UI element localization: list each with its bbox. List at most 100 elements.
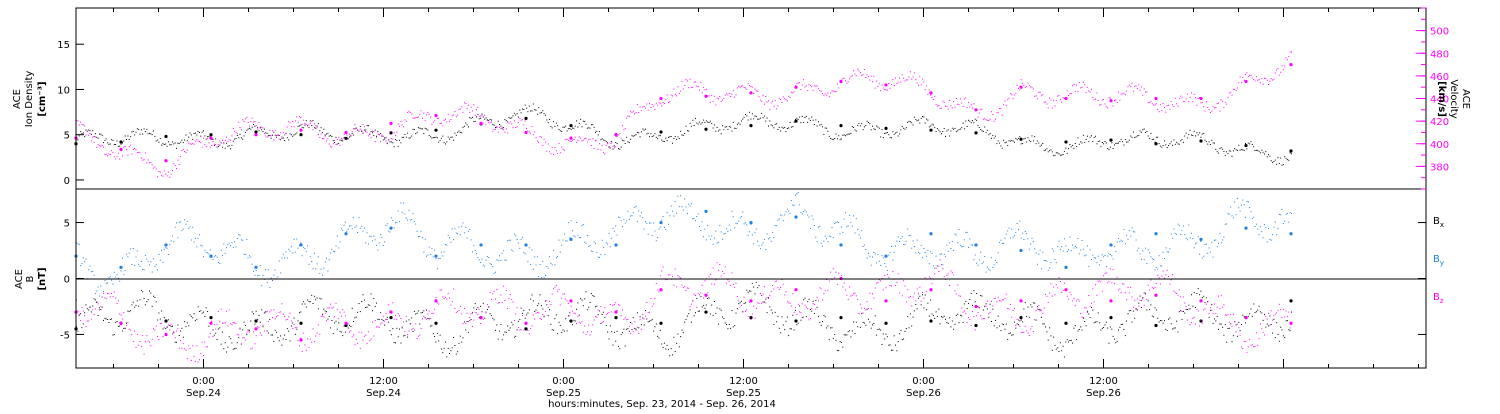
density-sample xyxy=(876,125,878,127)
bx-sample xyxy=(197,306,199,308)
velocity-sample xyxy=(78,124,80,126)
density-sample xyxy=(627,141,629,143)
bz-sample xyxy=(526,322,528,324)
bx-sample xyxy=(1180,310,1182,312)
by-sample xyxy=(1035,252,1037,254)
bx-sample xyxy=(1153,316,1155,318)
bx-sample xyxy=(505,331,507,333)
velocity-sample xyxy=(293,126,295,128)
density-sample xyxy=(516,113,518,115)
density-sample xyxy=(815,119,817,121)
velocity-sample xyxy=(689,78,691,80)
by-sample xyxy=(684,198,686,200)
bz-sample xyxy=(136,334,138,335)
velocity-sample xyxy=(1057,95,1059,97)
density-sample xyxy=(416,132,418,134)
bz-sample xyxy=(296,326,298,328)
velocity-sample xyxy=(749,85,750,87)
density-sample xyxy=(1103,143,1105,145)
velocity-sample xyxy=(1249,74,1251,76)
density-sample xyxy=(865,124,867,126)
by-sample xyxy=(500,259,502,261)
bz-sample xyxy=(981,318,983,320)
by-sample xyxy=(869,255,871,257)
velocity-sample xyxy=(1291,51,1292,53)
density-sample xyxy=(781,126,783,128)
bz-sample xyxy=(276,316,277,318)
velocity-sample xyxy=(496,127,498,128)
velocity-sample xyxy=(900,81,902,83)
bz-sample xyxy=(1151,286,1153,288)
bz-sample xyxy=(976,315,978,317)
by-sample xyxy=(226,247,227,249)
bx-sample xyxy=(209,316,211,318)
bz-sample xyxy=(86,320,88,322)
velocity-sample xyxy=(1008,97,1010,99)
density-sample xyxy=(238,137,240,139)
density-sample xyxy=(915,119,917,121)
bx-sample xyxy=(1145,293,1146,295)
velocity-sample xyxy=(681,81,683,83)
velocity-sample xyxy=(576,142,578,144)
density-sample xyxy=(396,140,398,142)
by-sample xyxy=(109,275,111,277)
density-sample xyxy=(82,132,84,134)
velocity-sample xyxy=(972,107,973,109)
bz-point xyxy=(1064,288,1068,292)
by-sample xyxy=(807,214,809,216)
bx-sample xyxy=(472,312,473,314)
bz-sample xyxy=(359,347,361,349)
density-point xyxy=(794,119,798,123)
bx-sample xyxy=(490,315,492,317)
density-sample xyxy=(1047,151,1049,153)
velocity-sample xyxy=(635,112,637,114)
velocity-sample xyxy=(386,142,388,144)
density-sample xyxy=(1127,141,1129,143)
bz-sample xyxy=(1016,318,1018,320)
density-sample xyxy=(315,127,317,129)
density-sample xyxy=(205,138,207,140)
by-sample xyxy=(446,244,448,246)
velocity-sample xyxy=(1018,87,1019,89)
velocity-sample xyxy=(1227,96,1229,98)
bx-sample xyxy=(147,299,149,301)
bz-sample xyxy=(1036,308,1038,310)
by-sample xyxy=(354,226,356,228)
bz-sample xyxy=(127,322,129,324)
density-sample xyxy=(1255,149,1257,151)
density-sample xyxy=(1082,134,1084,136)
bz-sample xyxy=(977,312,979,314)
density-sample xyxy=(89,130,91,132)
by-sample xyxy=(853,215,855,217)
density-sample xyxy=(294,133,296,135)
density-sample xyxy=(472,116,473,118)
bz-sample xyxy=(435,296,437,298)
bx-sample xyxy=(584,298,586,300)
by-sample xyxy=(161,249,163,251)
bx-sample xyxy=(1127,313,1129,315)
density-sample xyxy=(847,133,849,135)
bx-sample xyxy=(892,349,894,351)
bx-sample xyxy=(305,306,307,308)
bx-sample xyxy=(123,327,125,329)
density-sample xyxy=(349,136,350,138)
density-sample xyxy=(1077,137,1079,139)
bx-sample xyxy=(681,329,683,331)
by-sample xyxy=(522,236,523,238)
bz-sample xyxy=(654,297,656,299)
bz-sample xyxy=(946,274,948,276)
density-sample xyxy=(1216,151,1218,153)
by-sample xyxy=(504,259,506,261)
bx-sample xyxy=(996,327,998,329)
bx-sample xyxy=(736,308,738,310)
bz-sample xyxy=(776,280,778,282)
by-sample xyxy=(722,238,723,240)
by-sample xyxy=(515,235,517,237)
bz-sample xyxy=(180,340,182,342)
bx-sample xyxy=(446,356,448,358)
density-sample xyxy=(888,134,890,136)
top-left-ylabel-density: Ion Density xyxy=(24,71,35,128)
by-sample xyxy=(1078,253,1080,255)
bz-sample xyxy=(1227,314,1229,316)
bz-sample xyxy=(462,323,464,325)
